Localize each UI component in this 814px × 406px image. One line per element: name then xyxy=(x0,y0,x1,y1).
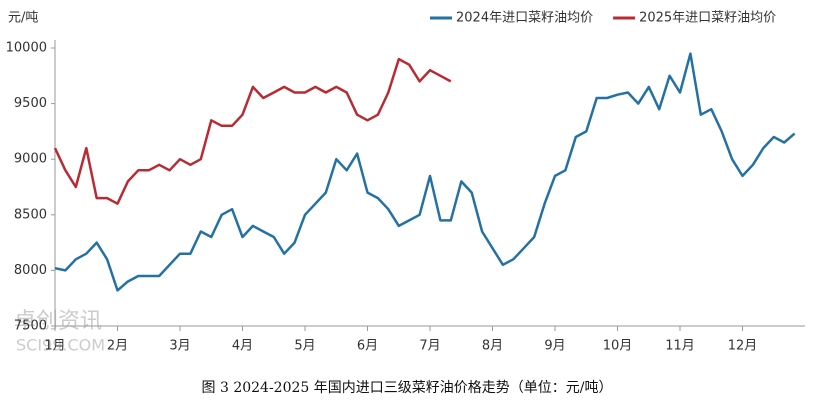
series-line xyxy=(54,52,796,292)
x-tick-label: 3月 xyxy=(169,339,190,354)
caption: 图 3 2024-2025 年国内进口三级菜籽油价格走势（单位：元/吨） xyxy=(202,380,613,396)
watermark-sub: SCI99.COM xyxy=(16,336,105,355)
y-axis-label: 元/吨 xyxy=(8,11,38,26)
x-tick-label: 11月 xyxy=(665,339,695,354)
x-tick-label: 10月 xyxy=(603,339,633,354)
y-tick-label: 10000 xyxy=(6,41,47,56)
y-tick-label: 9500 xyxy=(14,96,47,111)
y-tick-label: 9000 xyxy=(14,152,47,167)
y-tick-label: 8000 xyxy=(14,263,47,278)
series-line xyxy=(53,57,452,205)
x-tick-label: 7月 xyxy=(419,339,440,354)
x-tick-label: 4月 xyxy=(232,339,253,354)
x-tick-label: 2月 xyxy=(107,339,128,354)
x-tick-label: 8月 xyxy=(482,339,503,354)
y-tick-label: 8500 xyxy=(14,207,47,222)
x-tick-label: 1月 xyxy=(44,339,65,354)
y-tick-label: 7500 xyxy=(14,319,47,334)
x-tick-label: 5月 xyxy=(294,339,315,354)
legend-label: 2025年进口菜籽油均价 xyxy=(639,11,776,26)
x-tick-label: 12月 xyxy=(728,339,758,354)
legend-label: 2024年进口菜籽油均价 xyxy=(456,11,593,26)
x-tick-label: 6月 xyxy=(357,339,378,354)
watermark: 卓创资讯 xyxy=(14,309,102,334)
x-tick-label: 9月 xyxy=(544,339,565,354)
